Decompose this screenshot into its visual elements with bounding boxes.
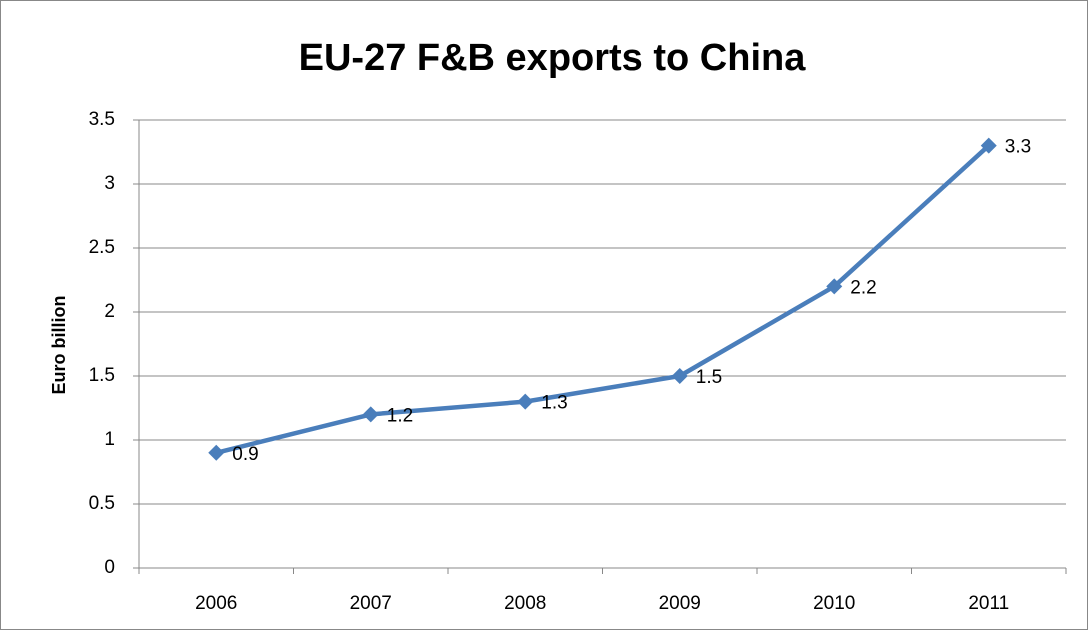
y-tick-label: 1 [104, 429, 115, 450]
chart-title: EU-27 F&B exports to China [299, 37, 807, 79]
data-point [517, 393, 534, 410]
data-point [671, 368, 688, 384]
data-label: 2.2 [850, 277, 876, 298]
y-tick-label: 0.5 [89, 493, 115, 514]
x-tick-label: 2007 [350, 593, 392, 614]
data-label: 1.3 [541, 393, 567, 414]
y-tick-label: 3.5 [89, 109, 115, 130]
data-point [208, 444, 225, 461]
y-axis-label: Euro billion [49, 296, 69, 395]
y-tick-label: 2.5 [89, 237, 115, 258]
x-tick-label: 2011 [968, 593, 1009, 614]
data-line [215, 143, 991, 455]
data-point [980, 137, 997, 154]
x-tick-label: 2009 [659, 593, 701, 614]
x-tick-label: 2008 [504, 593, 546, 614]
data-point [362, 406, 379, 423]
x-tick-label: 2010 [813, 593, 855, 614]
x-tick-label: 2006 [195, 593, 237, 614]
y-tick-label: 1.5 [89, 365, 115, 386]
y-tick-label: 0 [104, 557, 115, 578]
data-label: 1.5 [696, 367, 722, 388]
data-point [826, 278, 843, 295]
y-tick-label: 3 [104, 173, 115, 194]
y-tick-label: 2 [104, 301, 115, 322]
data-label: 0.9 [232, 444, 258, 465]
data-label: 1.2 [387, 405, 413, 426]
data-label: 3.3 [1005, 137, 1031, 158]
